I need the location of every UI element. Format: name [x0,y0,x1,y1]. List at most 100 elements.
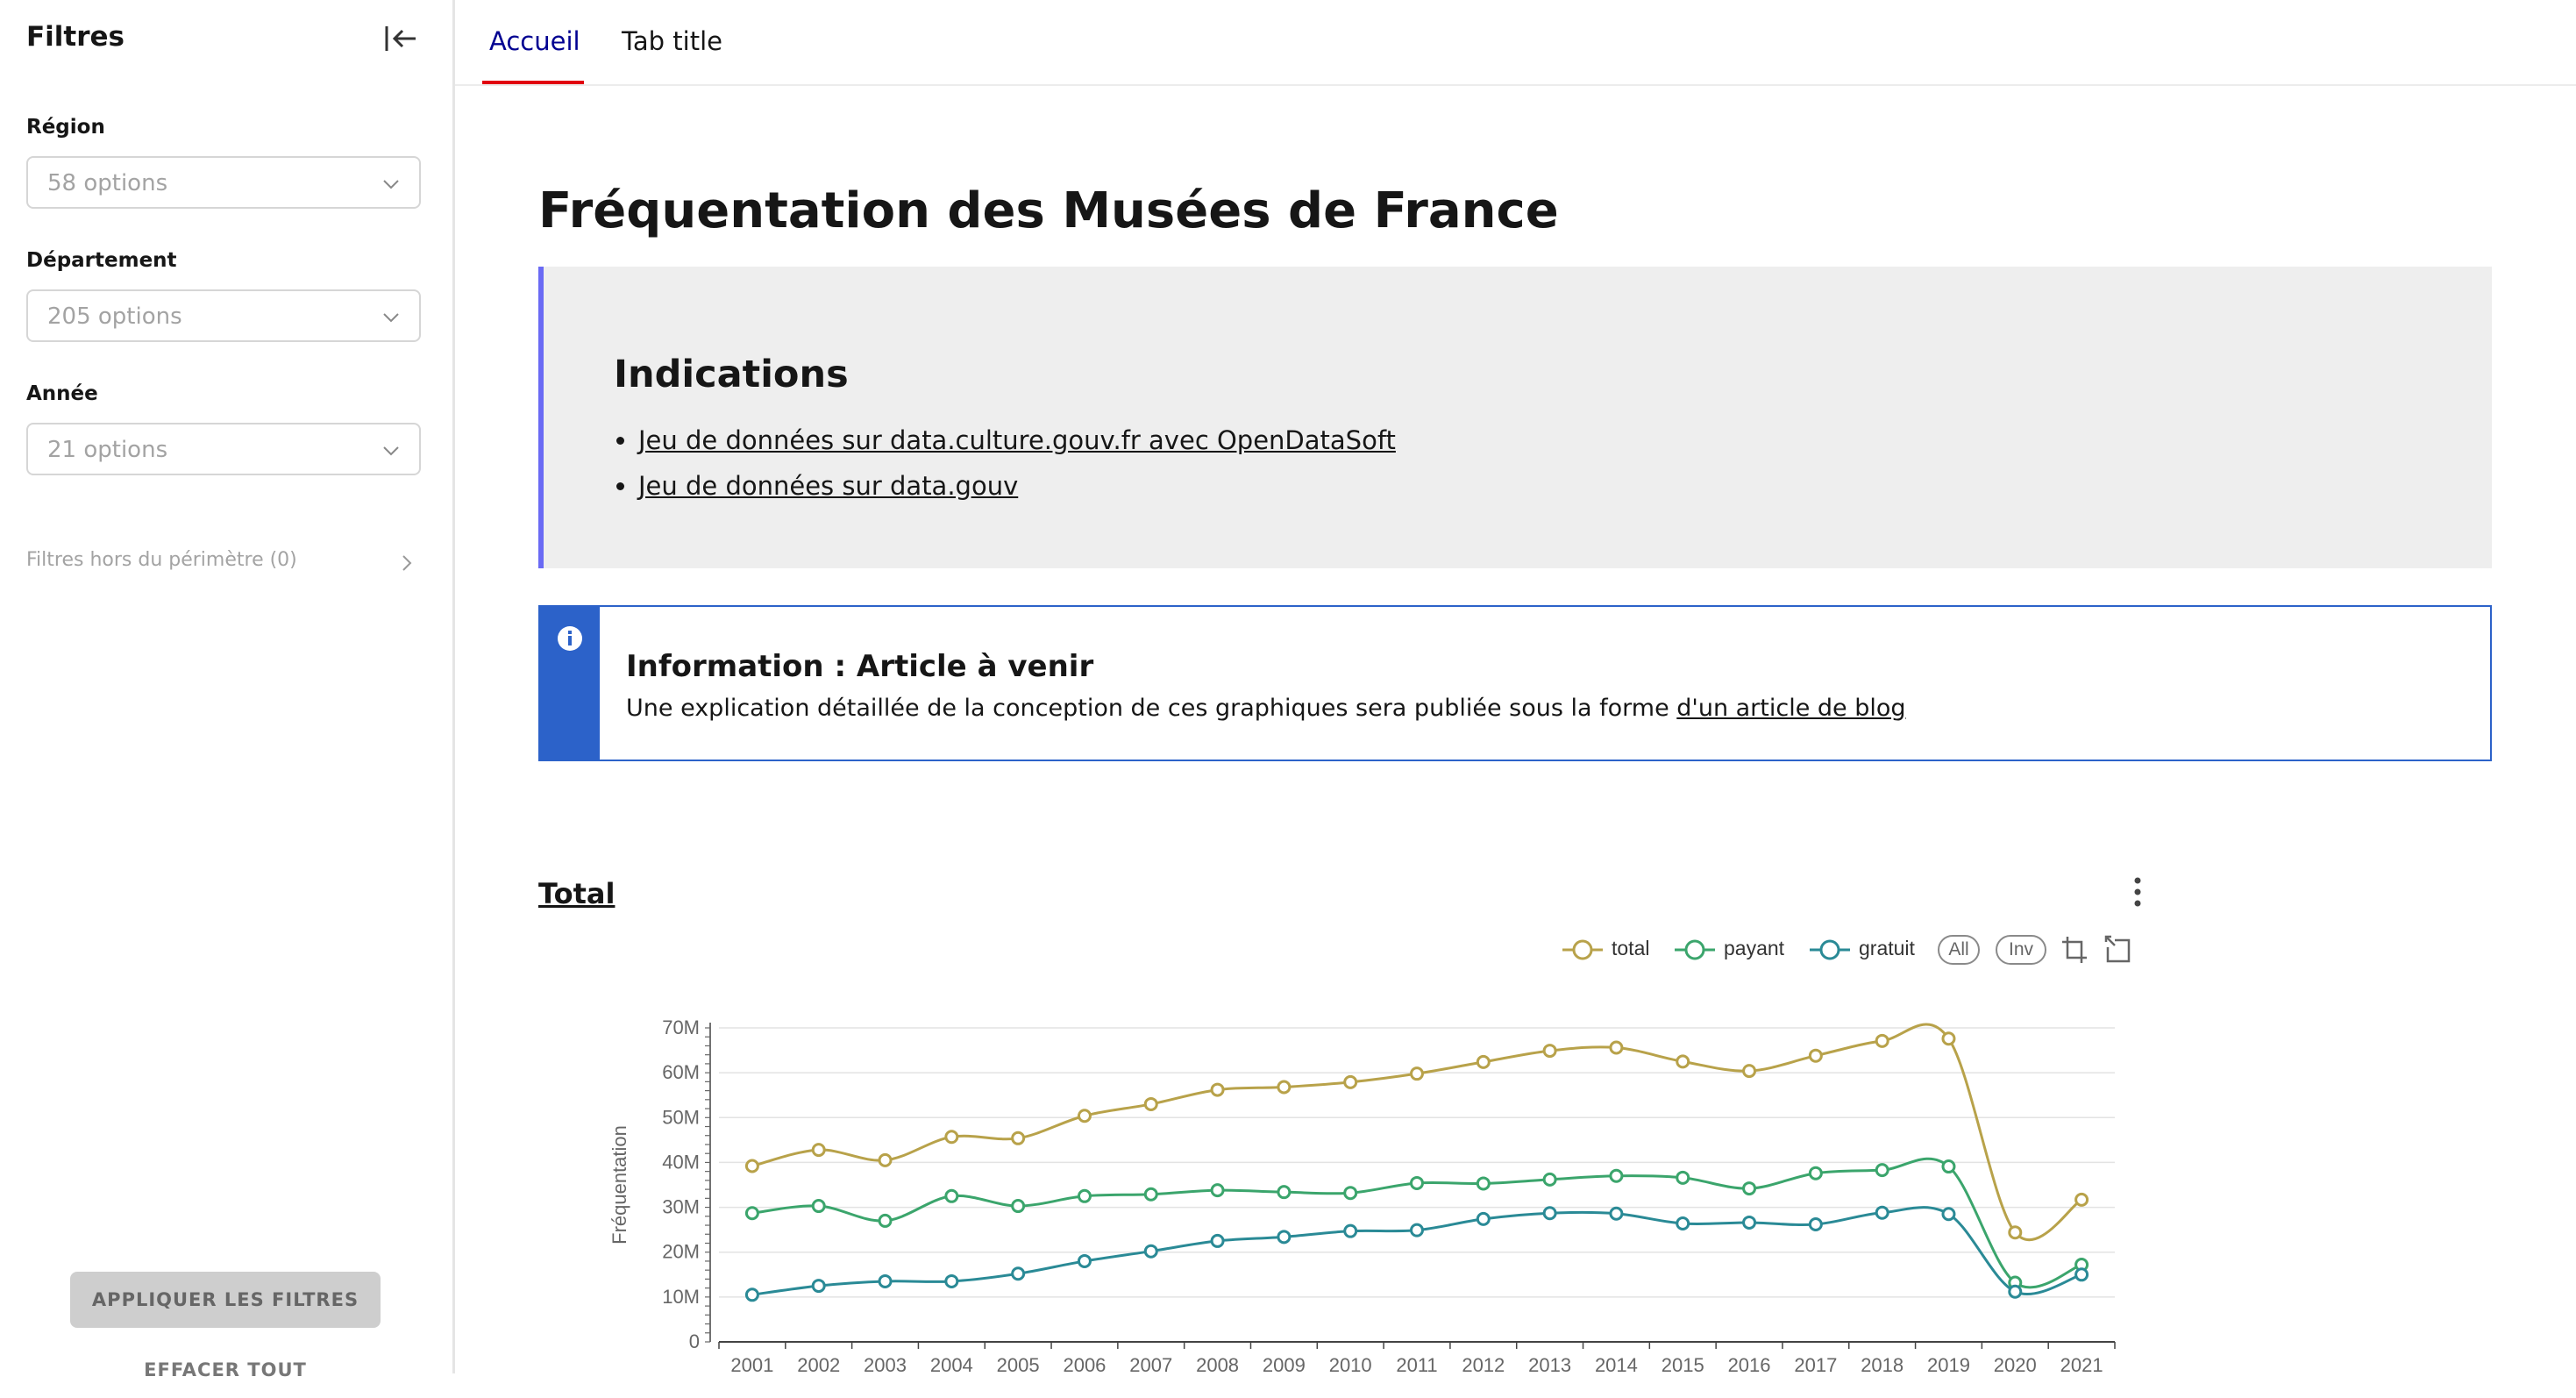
data-point-total [1210,1082,1225,1097]
data-point-gratuit [1476,1211,1491,1226]
x-tick-label: 2021 [2060,1354,2103,1376]
y-tick-label: 20M [662,1241,700,1263]
tab-bar: Accueil Tab title [455,0,2576,86]
data-point-payant [944,1188,959,1203]
x-tick-label: 2012 [1462,1354,1505,1376]
tab-accueil[interactable]: Accueil [489,26,580,56]
data-point-payant [1476,1176,1491,1191]
inverse-selection-button[interactable]: Inv [1996,935,2046,965]
data-point-total [944,1130,959,1145]
data-point-gratuit [878,1273,893,1288]
legend-item-total[interactable]: total [1561,935,1657,965]
x-tick-label: 2005 [997,1354,1040,1376]
blog-article-link[interactable]: d'un article de blog [1676,695,1906,722]
data-point-gratuit [1343,1223,1358,1238]
legend-label-total: total [1612,937,1650,959]
data-point-gratuit [944,1273,959,1288]
y-tick-label: 50M [662,1106,700,1128]
x-tick-label: 2007 [1129,1354,1172,1376]
x-tick-label: 2016 [1728,1354,1771,1376]
collapse-left-icon[interactable] [382,21,421,56]
data-point-gratuit [2074,1267,2089,1282]
x-tick-label: 2019 [1927,1354,1970,1376]
tab-tab-title[interactable]: Tab title [622,26,723,56]
out-of-scope-filters[interactable]: Filtres hors du périmètre (0) [26,549,421,581]
data-point-payant [878,1213,893,1228]
data-point-gratuit [1277,1230,1292,1245]
annee-placeholder: 21 options [47,437,168,463]
departement-select[interactable]: 205 options [26,289,421,342]
clear-all-button[interactable]: EFFACER TOUT [144,1359,307,1380]
annee-select[interactable]: 21 options [26,423,421,475]
out-of-scope-label: Filtres hors du périmètre (0) [26,549,297,571]
zoom-select-icon[interactable] [2060,935,2089,965]
data-point-total [1077,1109,1092,1123]
departement-placeholder: 205 options [47,303,182,330]
x-tick-label: 2006 [1063,1354,1106,1376]
legend-item-gratuit[interactable]: gratuit [1808,935,1931,965]
chevron-down-icon [383,180,399,189]
data-point-payant [1011,1199,1026,1214]
x-tick-label: 2013 [1528,1354,1571,1376]
region-placeholder: 58 options [47,170,168,196]
legend-marker-gratuit [1810,939,1850,960]
chart-title[interactable]: Total [538,877,616,910]
data-point-gratuit [1143,1244,1158,1259]
more-vertical-icon[interactable] [2125,874,2150,912]
data-point-payant [1210,1183,1225,1198]
dataset-link-datagouv[interactable]: Jeu de données sur data.gouv [638,471,1019,501]
data-point-total [1676,1054,1690,1069]
line-chart: 0 10M 20M 30M 40M 50M 60M 70M Fréquentation 2001 2… [608,1016,2116,1376]
data-point-total [1941,1031,1956,1046]
data-point-total [1277,1080,1292,1095]
x-tick-label: 2002 [797,1354,840,1376]
data-point-payant [1609,1168,1624,1183]
apply-filters-button[interactable]: APPLIQUER LES FILTRES [70,1272,381,1328]
data-point-payant [1808,1166,1823,1180]
data-point-payant [1077,1188,1092,1203]
legend-label-payant: payant [1724,937,1785,959]
legend-item-payant[interactable]: payant [1673,935,1796,965]
data-point-gratuit [1011,1266,1026,1281]
x-tick-label: 2018 [1861,1354,1904,1376]
info-heading: Information : Article à venir [626,649,1094,684]
data-point-gratuit [1808,1217,1823,1232]
series-line-total [751,1023,2082,1242]
y-tick-label: 70M [662,1016,700,1038]
data-point-gratuit [1941,1207,1956,1222]
list-item: Jeu de données sur data.gouv [638,463,1396,509]
x-tick-label: 2010 [1329,1354,1372,1376]
zoom-reset-icon[interactable] [2104,935,2132,965]
info-text: Une explication détaillée de la concepti… [626,695,1906,722]
data-point-total [2074,1192,2089,1207]
data-point-gratuit [2008,1284,2023,1299]
data-point-gratuit [1077,1253,1092,1268]
data-point-gratuit [811,1279,826,1294]
chevron-right-icon [402,555,412,571]
departement-label: Département [26,249,177,272]
data-point-total [1343,1074,1358,1089]
y-tick-label: 30M [662,1196,700,1218]
x-tick-label: 2003 [864,1354,907,1376]
sidebar-title: Filtres [26,21,125,53]
x-tick-label: 2008 [1196,1354,1239,1376]
data-point-payant [1343,1186,1358,1201]
chevron-down-icon [383,313,399,323]
region-select[interactable]: 58 options [26,156,421,209]
data-point-payant [1410,1175,1424,1190]
data-point-payant [744,1206,759,1221]
data-point-payant [811,1199,826,1214]
data-point-payant [1875,1163,1889,1178]
data-point-total [878,1152,893,1167]
data-point-total [1542,1044,1557,1059]
data-point-total [1410,1066,1424,1081]
data-point-payant [1676,1170,1690,1185]
legend-marker-total [1562,939,1603,960]
dataset-link-culture[interactable]: Jeu de données sur data.culture.gouv.fr … [638,425,1396,455]
annee-label: Année [26,382,98,405]
y-tick-label: 40M [662,1151,700,1173]
data-point-total [1011,1131,1026,1145]
y-axis-label: Fréquentation [608,1125,630,1245]
select-all-button[interactable]: All [1938,935,1980,965]
x-tick-label: 2017 [1794,1354,1837,1376]
